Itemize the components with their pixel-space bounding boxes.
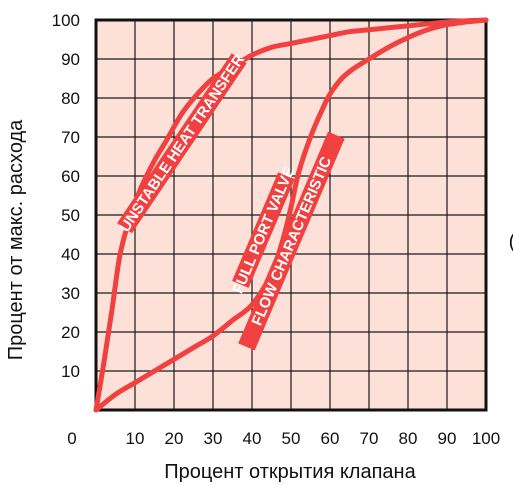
x-tick-label-9: 100	[472, 429, 500, 448]
y-tick-label-7: 80	[61, 89, 80, 108]
y-tick-label-4: 50	[61, 206, 80, 225]
x-axis-title: Процент открытия клапана	[164, 461, 416, 483]
label-band-0	[117, 53, 247, 234]
x-tick-label-8: 90	[438, 429, 457, 448]
y-tick-label-1: 20	[61, 323, 80, 342]
x-tick-label-3: 40	[243, 429, 262, 448]
x-tick-labels: 10 20 30 40 50 60 70 80 90 100	[126, 429, 501, 448]
x-tick-label-5: 60	[321, 429, 340, 448]
y-axis-title: Процент от макс. расхода	[5, 119, 27, 360]
x-tick-label-7: 80	[399, 429, 418, 448]
y-tick-label-0: 10	[61, 362, 80, 381]
y-tick-label-8: 90	[61, 50, 80, 69]
label-band-2	[238, 131, 345, 351]
plot-frame	[94, 18, 488, 412]
y-tick-label-6: 70	[61, 128, 80, 147]
y-tick-labels: 10 20 30 40 50 60 70 80 90 100	[52, 11, 80, 381]
label-band-1	[232, 172, 295, 288]
x-tick-label-6: 70	[360, 429, 379, 448]
x-tick-label-2: 30	[204, 429, 223, 448]
x-tick-label-0: 10	[126, 429, 145, 448]
origin-tick-label: 0	[67, 429, 76, 448]
edge-fragment: (	[509, 231, 513, 253]
x-tick-label-4: 50	[282, 429, 301, 448]
series-line-1	[93, 17, 489, 413]
series-layer	[93, 17, 489, 413]
y-tick-label-5: 60	[61, 167, 80, 186]
y-tick-label-3: 40	[61, 245, 80, 264]
y-tick-label-2: 30	[61, 284, 80, 303]
x-tick-label-1: 20	[165, 429, 184, 448]
y-tick-label-9: 100	[52, 11, 80, 30]
